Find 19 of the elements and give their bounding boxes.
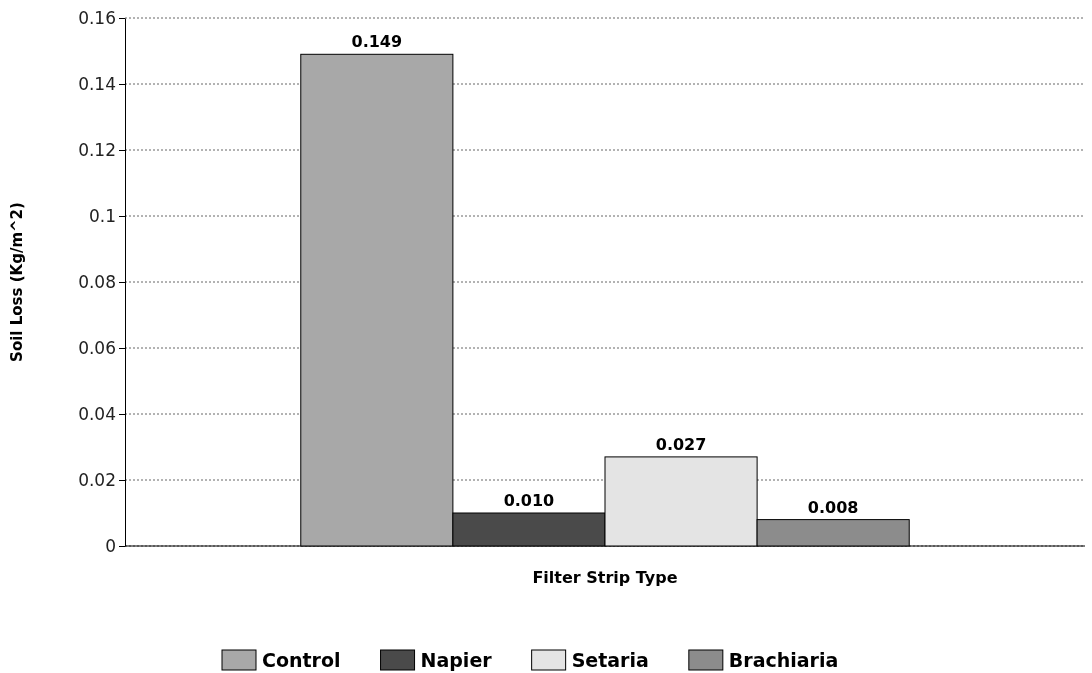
y-tick-label: 0.06 xyxy=(78,337,116,358)
data-label: 0.008 xyxy=(807,497,859,517)
data-label: 0.027 xyxy=(655,434,707,454)
y-tick-label: 0.02 xyxy=(78,469,116,490)
y-axis-title: Soil Loss (Kg/m^2) xyxy=(8,202,26,362)
y-tick-label: 0 xyxy=(105,535,116,556)
legend-label: Control xyxy=(262,649,341,671)
y-tick-label: 0.14 xyxy=(78,73,116,94)
data-label: 0.149 xyxy=(351,32,403,52)
legend-label: Setaria xyxy=(571,649,649,671)
y-tick-label: 0.12 xyxy=(78,139,116,160)
legend-label: Brachiaria xyxy=(728,649,839,671)
y-tick-label: 0.04 xyxy=(78,403,116,424)
y-tick-label: 0.16 xyxy=(78,7,116,28)
y-tick-label: 0.08 xyxy=(78,271,116,292)
data-label: 0.010 xyxy=(503,491,555,510)
legend-label: Napier xyxy=(420,649,493,671)
y-tick-label: 0.1 xyxy=(88,205,116,226)
x-axis-title: Filter Strip Type xyxy=(532,568,678,587)
